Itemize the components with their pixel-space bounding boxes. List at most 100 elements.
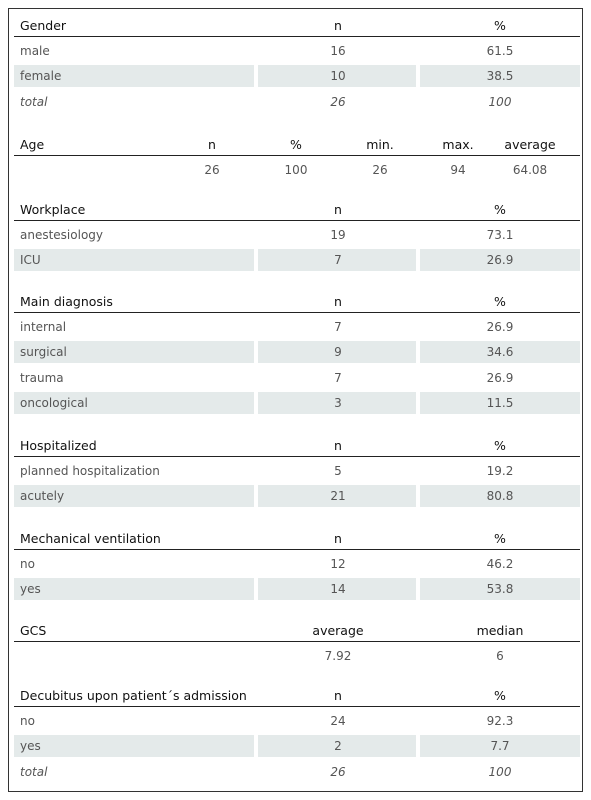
table-frame [8,8,583,792]
header-cell: n [334,202,342,217]
cell: yes [20,582,41,596]
cell: no [20,713,35,728]
row-shade [14,485,254,507]
cell: 7 [334,319,342,334]
cell: 19 [330,227,346,242]
header-rule [14,312,580,313]
header-cell: median [476,623,524,638]
cell: 38.5 [486,69,514,83]
header-rule [14,220,580,221]
total-cell: 100 [488,764,512,779]
cell: 61.5 [486,43,514,58]
cell: female [20,69,62,83]
header-cell: Workplace [20,202,86,217]
row-shade [14,578,254,600]
row-shade [420,392,580,414]
header-cell: GCS [20,623,47,638]
cell: 3 [334,396,342,410]
header-cell: n [334,531,342,546]
header-cell: Decubitus upon patient´s admission [20,688,247,703]
cell: 2 [334,739,342,753]
cell: 26.9 [486,319,514,334]
header-cell: max. [442,137,474,152]
header-rule [14,549,580,550]
total-cell: 100 [488,94,512,109]
total-cell: 26 [330,764,346,779]
cell: 6 [496,648,504,663]
cell: 26 [204,162,220,177]
cell: 92.3 [486,713,514,728]
cell: 26 [372,162,388,177]
header-cell: % [494,531,506,546]
cell: internal [20,319,67,334]
total-cell: total [20,764,48,779]
header-rule [14,456,580,457]
row-shade [258,392,416,414]
header-cell: Main diagnosis [20,294,113,309]
cell: 10 [330,69,346,83]
row-shade [258,341,416,363]
row-shade [14,341,254,363]
row-shade [420,735,580,757]
cell: 24 [330,713,346,728]
cell: 53.8 [486,582,514,596]
cell: 46.2 [486,556,514,571]
cell: planned hospitalization [20,463,160,478]
cell: 80.8 [486,489,514,503]
cell: 64.08 [512,162,548,177]
cell: 21 [330,489,346,503]
cell: 100 [284,162,308,177]
header-cell: Mechanical ventilation [20,531,161,546]
cell: no [20,556,35,571]
row-shade [258,65,416,87]
header-cell: % [494,18,506,33]
header-cell: Age [20,137,45,152]
row-shade [420,341,580,363]
cell: 26.9 [486,253,514,267]
cell: 73.1 [486,227,514,242]
header-cell: % [494,294,506,309]
row-shade [258,485,416,507]
header-cell: average [504,137,556,152]
row-shade [420,249,580,271]
row-shade [258,578,416,600]
header-cell: n [334,438,342,453]
cell: male [20,43,50,58]
header-rule [14,155,580,156]
header-rule [14,706,580,707]
cell: 26.9 [486,370,514,385]
header-rule [14,36,580,37]
header-cell: % [494,688,506,703]
header-cell: Gender [20,18,67,33]
header-cell: % [290,137,302,152]
header-cell: % [494,202,506,217]
cell: 7 [334,253,342,267]
cell: anestesiology [20,227,104,242]
header-cell: n [334,294,342,309]
cell: trauma [20,370,64,385]
total-cell: 26 [330,94,346,109]
cell: ICU [20,253,41,267]
cell: 7.7 [490,739,510,753]
row-shade [14,249,254,271]
header-rule [14,641,580,642]
row-shade [14,392,254,414]
cell: yes [20,739,41,753]
header-cell: n [208,137,216,152]
cell: 34.6 [486,345,514,359]
cell: 12 [330,556,346,571]
cell: 7 [334,370,342,385]
cell: 5 [334,463,342,478]
row-shade [14,735,254,757]
header-cell: n [334,688,342,703]
header-cell: n [334,18,342,33]
cell: surgical [20,345,67,359]
header-cell: Hospitalized [20,438,97,453]
total-cell: total [20,94,48,109]
cell: 9 [334,345,342,359]
header-cell: average [312,623,364,638]
row-shade [420,578,580,600]
row-shade [420,65,580,87]
cell: 7.92 [324,648,352,663]
